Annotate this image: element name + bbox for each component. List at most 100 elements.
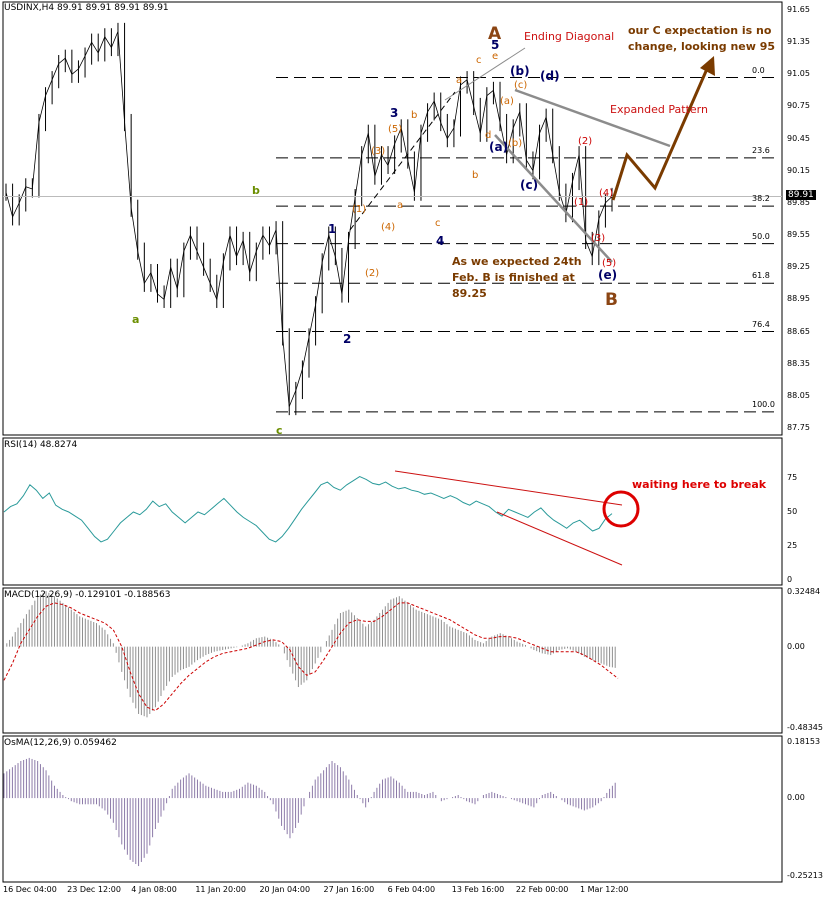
fib-label: 61.8 [752,271,770,281]
orange-a-label: a [456,75,463,86]
price-y-tick: 87.75 [787,423,810,432]
expanded-pattern-label: Expanded Pattern [610,103,708,116]
price-y-tick: 88.65 [787,326,810,336]
panel-frame [2,587,783,734]
orange-b-label: b [411,110,418,121]
wave-5-label: 5 [491,38,500,52]
x-tick-label: 13 Feb 16:00 [451,885,505,894]
x-tick-label: 1 Mar 12:00 [580,885,629,894]
orange-pb-label: (b) [508,138,523,149]
rsi-lower-trendline [496,511,623,566]
x-tick-label: 4 Jan 08:00 [131,885,177,894]
price-y-tick: 91.65 [787,5,810,14]
x-tick-label: 20 Jan 04:00 [259,885,311,894]
b-finished-line3: 89.25 [452,287,487,300]
panel-frame [2,437,783,586]
x-tick-label: 16 Dec 04:00 [3,885,57,894]
current-price-label: 89.91 [786,190,816,200]
wave-a-small-label: a [132,313,140,326]
price-y-tick: 88.95 [787,294,810,304]
wave-c-small-label: c [276,424,283,437]
panel-frame [2,1,783,436]
orange-5-label: (5) [388,124,403,135]
x-tick-label: 27 Jan 16:00 [323,885,375,894]
wave-3-label: 3 [390,106,399,120]
red-5-label: (5) [602,258,617,269]
panel-frame [2,735,783,883]
rsi-series [3,476,613,543]
rsi-wait-label: waiting here to break [632,478,767,491]
osma-y-tick: 0.00 [787,793,805,803]
wave-a-paren-label: (a) [489,140,509,154]
price-y-tick: 88.05 [787,390,810,400]
rsi-y-tick: 50 [787,507,798,516]
macd-y-tick: 0.00 [787,641,805,651]
price-series [3,22,782,416]
orange-pa-label: (a) [500,96,514,107]
wave-1-label: 1 [328,222,337,236]
osma-series [3,757,616,867]
orange-pc-label: (c) [514,80,528,91]
wave-2-label: 2 [343,332,352,346]
price-y-tick: 90.15 [787,165,810,175]
fib-label: 76.4 [752,319,770,329]
price-y-tick: 89.55 [787,230,810,240]
macd-y-tick: 0.32484 [787,587,821,596]
expanded-lower-line [494,134,613,263]
price-y-tick: 89.85 [787,197,810,207]
rsi-break-circle [602,490,640,528]
ending-diagonal-lower [349,91,456,231]
wave-b-paren-label: (b) [510,64,530,78]
b-finished-line1: As we expected 24th [452,255,582,268]
wave-c-paren-label: (c) [520,178,539,192]
orange-b2-label: b [472,170,479,181]
orange-d-label: d [485,130,492,141]
red-1-label: (1) [574,197,589,208]
osma-y-tick: 0.18153 [787,737,821,746]
projection-path [611,61,712,201]
orange-c2-label: c [476,55,482,66]
macd-y-tick: -0.48345 [787,723,823,732]
fib-label: 38.2 [752,194,770,204]
price-y-tick: 90.75 [787,101,810,111]
price-y-tick: 88.35 [787,358,810,368]
red-4-label: (4) [599,188,614,199]
orange-e-label: e [492,51,499,62]
orange-1-label: (1) [352,204,367,215]
wave-b-small-label: b [252,184,260,197]
price-y-tick: 91.35 [787,37,810,47]
wave-e-paren-label: (e) [598,268,618,282]
x-tick-label: 6 Feb 04:00 [387,885,436,894]
wave-B-label: B [605,290,618,310]
x-tick-label: 22 Feb 00:00 [515,885,569,894]
fib-label: 0.0 [752,65,765,75]
orange-4-label: (4) [381,222,396,233]
rsi-upper-trendline [394,470,623,506]
x-tick-label: 11 Jan 20:00 [195,885,246,894]
b-finished-line2: Feb. B is finished at [452,271,575,284]
rsi-panel-title: RSI(14) 48.8274 [4,440,78,450]
rsi-line [3,476,613,543]
orange-c-label: c [435,218,441,229]
c-expectation-line2: change, looking new 95 [628,40,776,53]
analysis-overlay [349,47,715,566]
orange-2-label: (2) [365,268,380,279]
red-3-label: (3) [591,233,606,244]
c-expectation-line1: our C expectation is no [628,24,772,37]
panel-frames [2,1,783,883]
x-tick-label: 23 Dec 12:00 [67,885,121,894]
expanded-upper-line [514,88,671,148]
macd-series [3,591,619,718]
price-panel-title: USDINX,H4 89.91 89.91 89.91 89.91 [4,3,169,13]
wave-d-paren-label: (d) [540,69,560,83]
wave-A-label: A [488,24,502,44]
osma-panel-title: OsMA(12,26,9) 0.059462 [4,738,117,748]
price-y-tick: 91.05 [787,69,810,79]
rsi-y-tick: 0 [787,575,793,584]
price-y-tick: 89.25 [787,262,810,272]
macd-signal-line [3,602,619,712]
price-y-tick: 90.45 [787,133,810,143]
rsi-y-tick: 25 [787,541,798,550]
price-line [5,31,613,407]
orange-3-label: (3) [371,146,386,157]
